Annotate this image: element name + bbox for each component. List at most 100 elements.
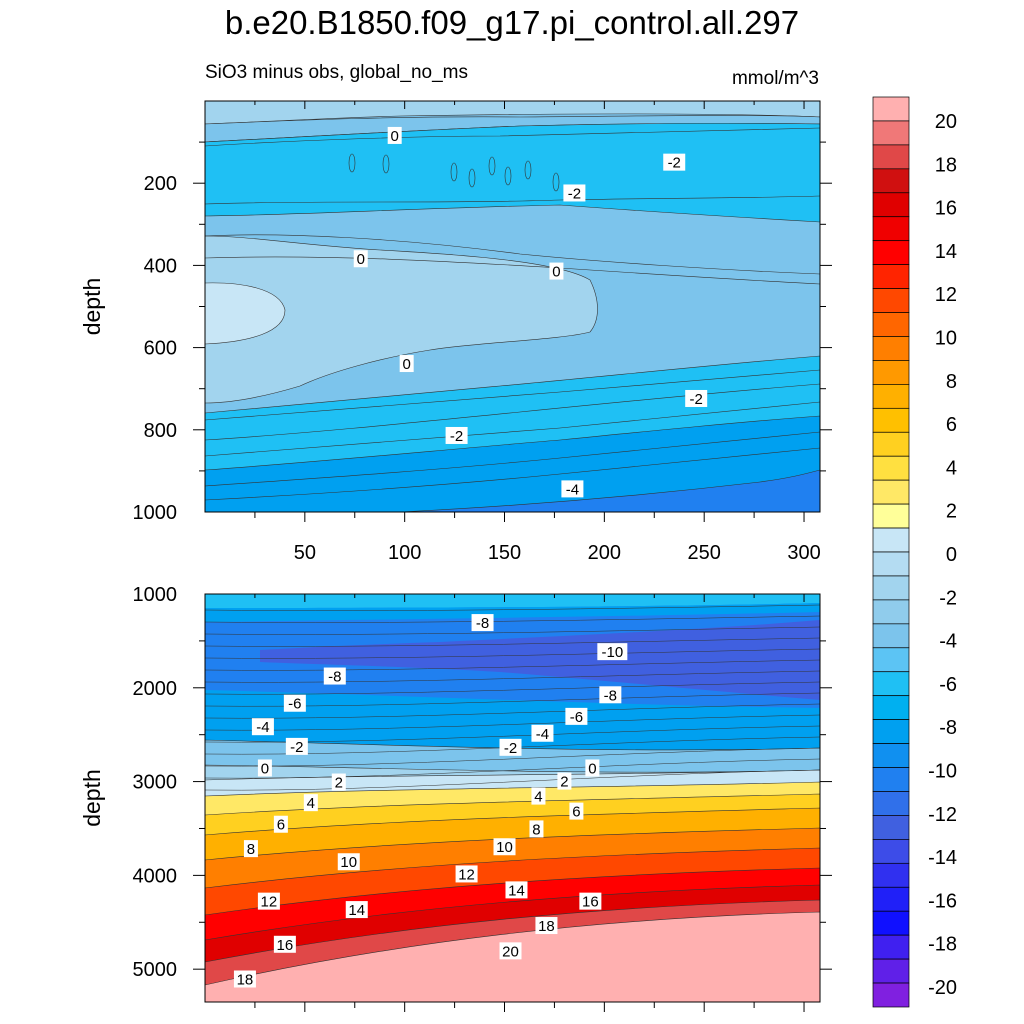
contour-label-box — [273, 935, 296, 953]
contour-label-text: 20 — [502, 943, 519, 960]
contour-label-box — [273, 815, 288, 833]
contour-label-text: 12 — [261, 894, 278, 911]
colorbar-swatch — [872, 192, 910, 218]
contour-label: -4 — [561, 480, 584, 498]
contour-label-text: -2 — [568, 185, 581, 202]
contour-label-text: -4 — [536, 726, 549, 743]
contour-label-text: 12 — [458, 866, 475, 883]
colorbar-swatch — [872, 743, 910, 768]
contour-label: 2 — [557, 772, 572, 791]
contour-label-box — [251, 718, 274, 736]
contour-label-box — [531, 724, 554, 742]
y-tick-label: 400 — [144, 255, 177, 277]
contour-labels: 0 -2 -2 0 0 0 -2 -2 -4 — [353, 126, 708, 498]
colorbar-swatch — [872, 599, 910, 625]
contour-label-text: -2 — [450, 428, 463, 445]
contour-line — [205, 747, 820, 767]
contour-label-box — [569, 802, 584, 820]
colorbar-swatch — [872, 384, 910, 409]
contour-label-text: 0 — [552, 264, 560, 281]
colorbar-swatch — [872, 575, 910, 601]
colorbar-label: 16 — [935, 198, 957, 220]
contour-label: 10 — [493, 838, 516, 856]
colorbar-swatch — [872, 767, 910, 792]
contour-label: 6 — [569, 802, 584, 821]
colorbar-swatch — [872, 407, 910, 433]
colorbar-label: -14 — [928, 847, 957, 869]
contour-line — [205, 681, 820, 695]
contour-label-text: -2 — [504, 740, 517, 757]
contour-label-text: -8 — [604, 687, 617, 704]
y-axis-title: depth — [79, 769, 105, 827]
colorbar-label: 6 — [946, 414, 957, 436]
colorbar-label: 8 — [946, 371, 957, 393]
colorbar-label: 0 — [946, 544, 957, 566]
colorbar-swatch — [872, 719, 910, 744]
contour-label-box — [387, 126, 402, 144]
contour-label-box — [685, 389, 708, 407]
y-tick-label: 3000 — [133, 772, 178, 794]
contour-label: -6 — [283, 694, 306, 713]
contour-label-text: -4 — [566, 481, 579, 498]
colorbar: 20181614121086420-2-4-6-8-10-12-14-16-18… — [872, 96, 957, 1008]
colorbar-label: -20 — [928, 977, 957, 999]
y-tick-label: 600 — [144, 338, 177, 360]
contour-label: 0 — [387, 126, 402, 145]
contour-label: -2 — [685, 389, 708, 408]
contour-label-text: 0 — [391, 128, 399, 145]
colorbar-label: 20 — [935, 111, 957, 133]
contour-label-text: 2 — [335, 775, 343, 792]
contour-label-text: 0 — [403, 356, 411, 373]
contour-label: 0 — [399, 355, 414, 373]
contour-label: 18 — [233, 970, 256, 988]
contour-label-box — [565, 707, 588, 725]
y-axis-title: depth — [79, 278, 105, 336]
colorbar-swatch — [872, 623, 910, 649]
contour-label: 20 — [499, 942, 522, 960]
contour-line — [205, 626, 820, 635]
contour-label-box — [257, 892, 280, 910]
contour-label: 4 — [303, 794, 318, 812]
contour-line — [205, 659, 820, 671]
y-tick-label: 2000 — [133, 678, 178, 700]
contour-label-box — [599, 686, 622, 704]
contour-line — [205, 758, 820, 779]
contour-label-box — [579, 892, 602, 910]
fill-band — [205, 282, 286, 345]
contour-label-text: -2 — [290, 739, 303, 756]
contour-label: 18 — [535, 917, 558, 935]
contour-label-box — [505, 881, 528, 899]
colorbar-swatch — [872, 168, 910, 194]
colorbar-swatch — [872, 647, 910, 673]
contour-label-text: -2 — [690, 391, 703, 408]
contour-line — [205, 637, 820, 647]
contour-label: 8 — [529, 820, 544, 838]
contour-label-text: 18 — [237, 971, 254, 988]
contour-line — [205, 604, 820, 611]
contour-label-box — [303, 794, 318, 812]
axis-group: 50 100 150 200 250 300 200 400 600 800 1000 depth — [79, 100, 832, 564]
contour-line — [524, 160, 532, 180]
colorbar-label: -18 — [928, 934, 957, 956]
contour-label-box — [499, 942, 522, 960]
contour-label-box — [345, 901, 368, 919]
contour-label: -8 — [471, 614, 494, 632]
contour-label-box — [529, 820, 544, 838]
colorbar-swatch — [872, 886, 910, 912]
contour-label-text: 0 — [588, 760, 596, 777]
fill-band — [205, 122, 820, 223]
contour-line — [205, 648, 820, 659]
colorbar-swatch — [872, 431, 910, 457]
contour-label-box — [331, 773, 346, 791]
y-tick-label: 800 — [144, 420, 177, 442]
contour-line — [205, 714, 820, 731]
contour-label: -10 — [597, 643, 628, 661]
contour-label-text: 16 — [582, 894, 599, 911]
colorbar-swatch — [872, 910, 910, 936]
lower-contour-fills — [205, 594, 820, 1002]
contour-label-box — [535, 917, 558, 935]
contour-label-box — [597, 643, 628, 661]
contour-line — [382, 154, 390, 174]
contour-label-box — [663, 153, 686, 171]
